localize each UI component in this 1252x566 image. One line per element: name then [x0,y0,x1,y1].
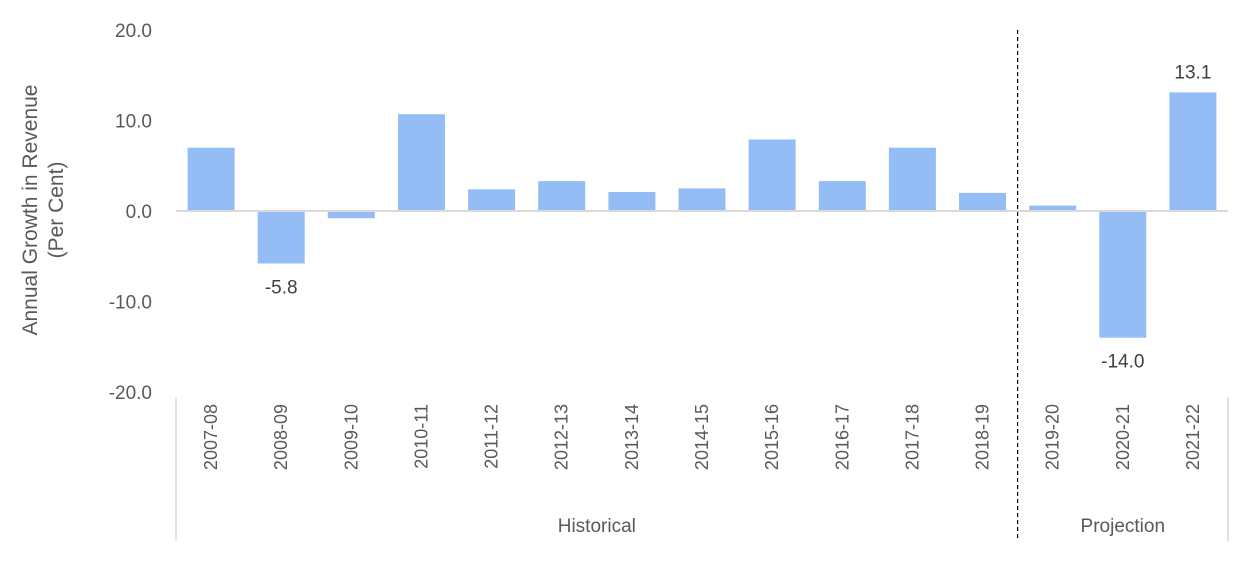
data-label: -14.0 [1101,352,1144,373]
bar [327,211,375,219]
y-tick-label: 20.0 [115,21,152,42]
bar [1099,211,1147,338]
axes [175,30,1229,541]
bar [1169,92,1217,211]
bars [187,92,1217,338]
bar [468,189,516,211]
bar [888,147,936,211]
x-tick-label: 2009-10 [341,404,361,470]
y-tick-label: -20.0 [109,383,152,404]
y-axis-label-line-1: Annual Growth in Revenue [19,85,42,336]
category-labels: 2007-08 2008-09 2009-10 2010-11 2011-12 2012-… [201,404,1203,470]
data-label: -5.8 [265,278,298,299]
bar [538,181,586,211]
group-label: Historical [558,516,636,537]
x-tick-label: 2017-18 [902,404,922,470]
y-axis-ticks: 20.0 10.0 0.0 -10.0 -20.0 [109,21,152,404]
x-tick-label: 2021-22 [1183,404,1203,470]
bar [748,139,796,211]
bar [678,188,726,211]
x-tick-label: 2008-09 [271,404,291,470]
bar [1029,205,1077,211]
group-labels: Historical Projection [558,516,1165,537]
x-tick-label: 2020-21 [1113,404,1133,470]
bar [818,181,866,211]
x-tick-label: 2011-12 [482,404,502,469]
x-tick-label: 2010-11 [412,404,432,469]
y-tick-label: 0.0 [126,202,152,223]
y-tick-label: 10.0 [115,112,152,133]
x-tick-label: 2007-08 [201,404,221,470]
x-tick-label: 2019-20 [1043,404,1063,470]
bar [257,211,305,264]
group-label: Projection [1081,516,1166,537]
bar [608,192,656,211]
y-axis-label-line-2: (Per Cent) [45,162,68,259]
bar [187,147,235,211]
bar [398,114,445,211]
bar [959,192,1006,211]
x-tick-label: 2018-19 [973,404,993,470]
y-axis-label: Annual Growth in Revenue (Per Cent) [19,85,68,336]
x-tick-label: 2013-14 [622,404,642,470]
x-tick-label: 2014-15 [692,404,712,470]
x-tick-label: 2012-13 [552,404,572,470]
x-tick-label: 2015-16 [762,404,782,470]
y-tick-label: -10.0 [109,293,152,314]
data-labels: -5.8 -14.0 13.1 [265,62,1212,372]
x-tick-label: 2016-17 [832,404,852,470]
data-label: 13.1 [1174,62,1211,83]
